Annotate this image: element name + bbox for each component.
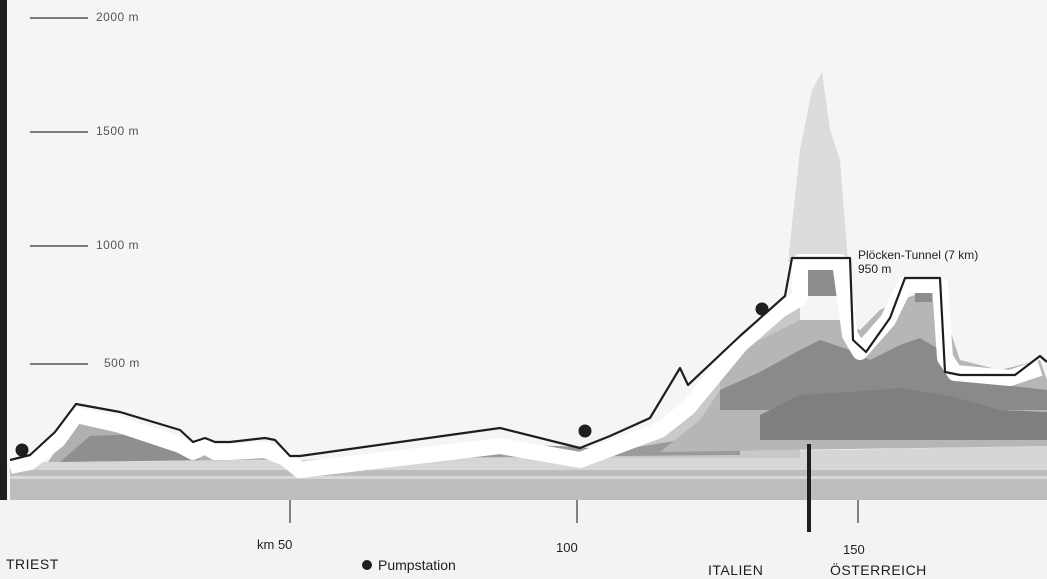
legend-pump-station-label: Pumpstation [378,557,456,573]
tunnel-rock-small [915,292,932,302]
tunnel-name: Plöcken-Tunnel (7 km) [858,248,978,262]
pump-station-marker [579,425,592,438]
tunnel-elevation: 950 m [858,262,978,276]
elevation-label-1500: 1500 m [96,124,139,138]
tunnel-annotation: Plöcken-Tunnel (7 km) 950 m [858,248,978,276]
place-oesterreich: ÖSTERREICH [830,562,927,578]
km-label-50: km 50 [257,537,292,552]
place-triest: TRIEST [6,556,59,572]
pump-station-legend-icon [362,560,372,570]
elevation-label-1000: 1000 m [96,238,139,252]
elevation-label-500: 500 m [104,356,140,370]
elevation-label-2000: 2000 m [96,10,139,24]
pump-station-marker [16,444,29,457]
legend: Pumpstation [362,557,456,573]
ground-base-band [10,470,1047,500]
km-label-150: 150 [843,542,865,557]
place-italien: ITALIEN [708,562,763,578]
elevation-axis-bar [0,0,7,500]
pump-station-marker [756,303,769,316]
ground-stripe [10,476,1047,479]
km-label-100: 100 [556,540,578,555]
